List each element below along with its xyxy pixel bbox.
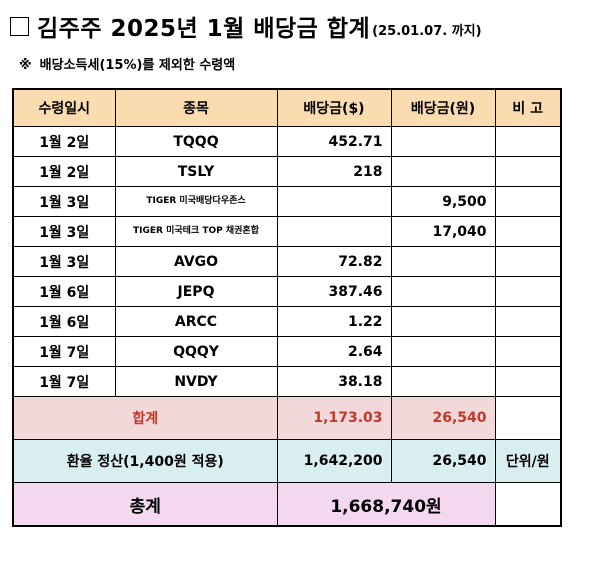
table-row: 1월 3일 AVGO 72.82 (12, 246, 562, 277)
cell-date: 1월 3일 (12, 216, 116, 247)
title-date-note: (25.01.07. 까지) (372, 23, 482, 39)
cell-usd: 2.64 (276, 336, 392, 367)
fx-label: 환율 정산(1,400원 적용) (12, 439, 278, 483)
sum-krw: 26,540 (390, 396, 496, 440)
tax-note: ※ 배당소득세(15%)를 제외한 수령액 (19, 54, 235, 73)
cell-usd: 387.46 (276, 276, 392, 307)
cell-stock: NVDY (114, 366, 278, 397)
cell-krw (390, 336, 496, 367)
header-date: 수령일시 (12, 88, 116, 127)
cell-krw: 9,500 (390, 186, 496, 217)
cell-note (494, 216, 562, 247)
cell-date: 1월 6일 (12, 306, 116, 337)
total-row: 총계 1,668,740원 (12, 482, 562, 527)
fx-usd: 1,642,200 (276, 439, 392, 483)
cell-krw (390, 156, 496, 187)
cell-usd: 218 (276, 156, 392, 187)
cell-usd: 1.22 (276, 306, 392, 337)
cell-date: 1월 2일 (12, 126, 116, 157)
cell-krw (390, 126, 496, 157)
cell-krw (390, 306, 496, 337)
cell-usd (276, 216, 392, 247)
cell-krw (390, 246, 496, 277)
table-row: 1월 6일 JEPQ 387.46 (12, 276, 562, 307)
sum-usd: 1,173.03 (276, 396, 392, 440)
cell-stock: TIGER 미국테크 TOP 채권혼합 (114, 216, 278, 247)
cell-usd: 452.71 (276, 126, 392, 157)
header-note: 비 고 (494, 88, 562, 127)
fx-krw: 26,540 (390, 439, 496, 483)
cell-usd (276, 186, 392, 217)
cell-stock: ARCC (114, 306, 278, 337)
dividend-table: 수령일시 종목 배당금($) 배당금(원) 비 고 1월 2일 TQQQ 452… (12, 88, 562, 527)
cell-stock: TQQQ (114, 126, 278, 157)
cell-note (494, 156, 562, 187)
cell-note (494, 246, 562, 277)
sum-label: 합계 (12, 396, 278, 440)
total-label: 총계 (12, 482, 278, 527)
sum-row: 합계 1,173.03 26,540 (12, 396, 562, 440)
table-row: 1월 7일 NVDY 38.18 (12, 366, 562, 397)
cell-stock: TIGER 미국배당다우존스 (114, 186, 278, 217)
total-value: 1,668,740원 (276, 482, 496, 527)
cell-note (494, 336, 562, 367)
cell-stock: JEPQ (114, 276, 278, 307)
fx-row: 환율 정산(1,400원 적용) 1,642,200 26,540 단위/원 (12, 439, 562, 483)
cell-usd: 72.82 (276, 246, 392, 277)
fx-note: 단위/원 (494, 439, 562, 483)
cell-usd: 38.18 (276, 366, 392, 397)
cell-date: 1월 3일 (12, 186, 116, 217)
cell-krw (390, 276, 496, 307)
cell-stock: TSLY (114, 156, 278, 187)
header-usd: 배당금($) (276, 88, 392, 127)
header-krw: 배당금(원) (390, 88, 496, 127)
cell-date: 1월 7일 (12, 366, 116, 397)
cell-krw: 17,040 (390, 216, 496, 247)
table-row: 1월 2일 TSLY 218 (12, 156, 562, 187)
table-row: 1월 7일 QQQY 2.64 (12, 336, 562, 367)
table-header-row: 수령일시 종목 배당금($) 배당금(원) 비 고 (12, 88, 562, 127)
tax-note-text: 배당소득세(15%)를 제외한 수령액 (39, 58, 236, 73)
header-stock: 종목 (114, 88, 278, 127)
cell-date: 1월 3일 (12, 246, 116, 277)
cell-note (494, 276, 562, 307)
checkbox-icon (10, 16, 29, 36)
sum-note (494, 396, 562, 440)
cell-note (494, 306, 562, 337)
cell-date: 1월 7일 (12, 336, 116, 367)
total-note (494, 482, 562, 527)
title-main: 김주주 2025년 1월 배당금 합계 (37, 16, 371, 42)
table-row: 1월 2일 TQQQ 452.71 (12, 126, 562, 157)
cell-note (494, 126, 562, 157)
page-title: 김주주 2025년 1월 배당금 합계 (25.01.07. 까지) (10, 6, 610, 46)
table-row: 1월 3일 TIGER 미국배당다우존스 9,500 (12, 186, 562, 217)
cell-stock: AVGO (114, 246, 278, 277)
table-row: 1월 3일 TIGER 미국테크 TOP 채권혼합 17,040 (12, 216, 562, 247)
cell-note (494, 366, 562, 397)
cell-stock: QQQY (114, 336, 278, 367)
cell-date: 1월 2일 (12, 156, 116, 187)
cell-date: 1월 6일 (12, 276, 116, 307)
table-row: 1월 6일 ARCC 1.22 (12, 306, 562, 337)
cell-krw (390, 366, 496, 397)
reference-mark: ※ (19, 58, 32, 73)
cell-note (494, 186, 562, 217)
